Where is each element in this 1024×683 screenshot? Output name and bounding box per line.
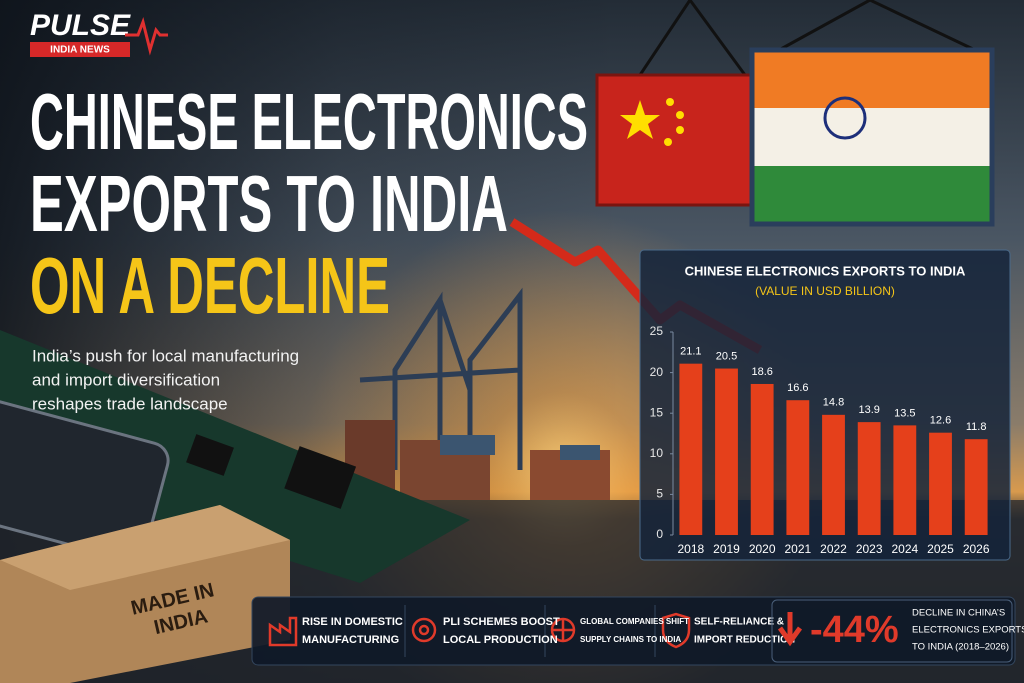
brand-name: PULSE [30,9,131,42]
factor-text: IMPORT REDUCTION [694,635,795,646]
y-tick-label: 15 [650,405,664,419]
x-tick-label: 2022 [820,542,847,556]
x-tick-label: 2020 [749,542,776,556]
container-stack [560,445,600,460]
headline-line: EXPORTS TO INDIA [30,159,508,248]
subtitle-line: India’s push for local manufacturing [32,346,299,365]
factor-text: SUPPLY CHAINS TO INDIA [580,635,681,644]
y-tick-label: 20 [650,365,664,379]
factor-text: RISE IN DOMESTIC [302,616,403,628]
factor-icons [268,612,691,649]
value-label: 21.1 [680,346,701,358]
value-label: 18.6 [751,366,772,378]
x-tick-label: 2021 [784,542,811,556]
bar [679,363,703,535]
stat-box [771,599,1013,663]
cardboard-box-top [0,505,290,590]
brand-tag-bg [30,42,130,57]
bar [964,439,988,535]
x-tick-label: 2025 [927,542,954,556]
stat-label: DECLINE IN CHINA’S [912,608,1005,619]
factor-text: PLI SCHEMES BOOST [443,616,560,628]
x-tick-label: 2023 [856,542,883,556]
factor-strip [251,596,1016,666]
y-tick-label: 5 [656,487,663,501]
india-flag-saffron [752,50,992,108]
x-tick-label: 2026 [963,542,990,556]
stat-value: -44% [810,609,899,651]
chart-title: CHINESE ELECTRONICS EXPORTS TO INDIA [685,263,966,278]
bar [715,368,738,535]
factor-text: LOCAL PRODUCTION [443,634,558,646]
china-flag-star [620,100,660,139]
bar [857,422,881,535]
factor-text: GLOBAL COMPANIES SHIFT [580,617,689,626]
value-label: 13.9 [858,404,879,416]
x-tick-label: 2018 [677,542,704,556]
bar [929,432,952,535]
chip [284,446,357,509]
plot: 051015202521.1201820.5201918.6202016.620… [650,324,990,556]
x-tick-label: 2019 [713,542,740,556]
bar [750,383,774,535]
india-flag-white [752,108,992,166]
bar [786,400,810,535]
subtitle-line: reshapes trade landscape [32,394,228,413]
value-label: 16.6 [787,382,808,394]
factor-text: SELF-RELIANCE & [694,617,784,628]
india-flag-chakra [823,96,867,140]
value-label: 11.8 [966,421,987,433]
subtitle-line: and import diversification [32,370,220,389]
factor-text: MANUFACTURING [302,634,399,646]
chains [638,0,976,76]
bar [822,414,845,535]
y-tick-label: 0 [656,527,663,541]
factor-dividers [404,605,656,657]
stat-arrow [777,612,803,647]
chip [186,434,234,476]
china-flag-small-stars [664,98,684,146]
brand-tagline: INDIA NEWS [50,45,110,56]
headline-line: CHINESE ELECTRONICS [30,77,588,166]
bar [893,425,917,535]
india-container [749,47,995,227]
container-stack [440,435,495,455]
value-label: 20.5 [716,350,737,362]
china-container [595,73,757,207]
cranes [359,287,523,470]
y-tick-label: 10 [650,446,664,460]
stat-label: TO INDIA (2018–2026) [912,642,1009,653]
stat-label: ELECTRONICS EXPORTS [912,625,1024,636]
brand-pulse [125,17,168,56]
headline-highlight: ON A DECLINE [30,241,390,330]
value-label: 14.8 [823,397,844,409]
chart-subtitle: (VALUE IN USD BILLION) [755,284,895,298]
value-label: 12.6 [930,415,951,427]
india-flag-green [752,166,992,224]
x-tick-label: 2024 [891,542,918,556]
phone [0,398,170,562]
circuit-board [0,330,470,583]
value-label: 13.5 [894,407,915,419]
y-tick-label: 25 [650,324,664,338]
